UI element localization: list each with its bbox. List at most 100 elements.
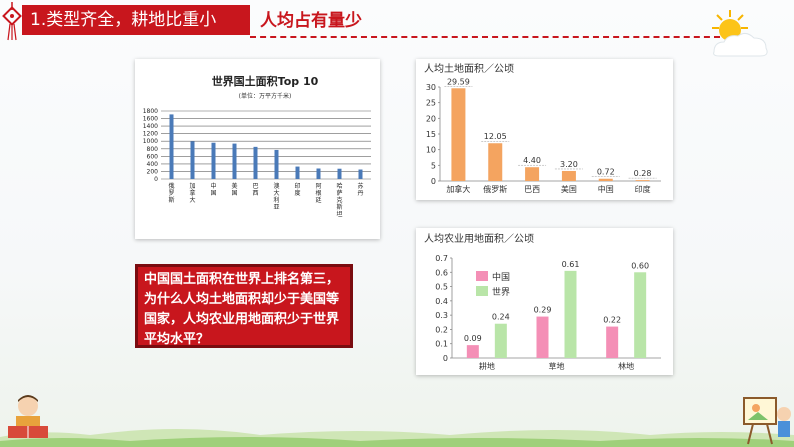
- bar: [337, 168, 342, 179]
- y-tick-label: 0: [154, 176, 158, 183]
- x-tick-label: 巴西: [524, 185, 540, 194]
- y-tick-label: 0.4: [435, 297, 448, 306]
- x-tick-label: 印度: [635, 184, 651, 194]
- data-label: 4.40: [523, 156, 541, 165]
- legend-swatch-china: [476, 271, 488, 281]
- bar: [295, 166, 300, 179]
- question-line: 为什么人均土地面积却少于美国等: [144, 292, 340, 307]
- y-tick-label: 0.2: [435, 325, 448, 334]
- bar: [358, 169, 363, 179]
- x-tick-label: 俄罗斯: [168, 182, 174, 204]
- bar: [232, 143, 237, 179]
- easel-painter-icon: [743, 397, 791, 445]
- title-divider: [250, 36, 720, 38]
- chart-title: 人均农业用地面积／公顷: [424, 232, 534, 245]
- section-subtitle: 人均占有量少: [260, 11, 362, 31]
- bar: [211, 142, 216, 179]
- chart-title: 世界国土面积Top 10: [212, 74, 319, 88]
- bar: [451, 88, 466, 181]
- chart-world-area: 世界国土面积Top 10 (单位：万平方千米) 0200400600800100…: [143, 74, 371, 218]
- x-tick-label: 印度: [294, 183, 300, 197]
- bar: [466, 345, 479, 358]
- data-label: 0.29: [534, 306, 552, 315]
- bar: [536, 316, 549, 358]
- bar: [634, 272, 647, 358]
- y-tick-label: 0.6: [435, 268, 448, 277]
- data-label: 0.28: [634, 169, 652, 178]
- y-tick-label: 200: [147, 168, 159, 175]
- data-label: 0.22: [603, 316, 621, 325]
- bar: [564, 270, 577, 358]
- x-tick-label: 中国: [210, 182, 216, 197]
- x-tick-label: 中国: [598, 184, 614, 194]
- y-tick-label: 1200: [143, 131, 158, 138]
- bar: [274, 149, 279, 179]
- y-tick-label: 0: [443, 354, 448, 363]
- bar: [316, 168, 321, 179]
- legend-label-china: 中国: [492, 271, 510, 283]
- child-reading-icon: [8, 395, 48, 438]
- sun-cloud-icon: [712, 10, 768, 57]
- chart-title: 人均土地面积／公顷: [424, 62, 514, 75]
- data-label: 0.24: [492, 313, 510, 322]
- chart-per-capita-land: 人均土地面积／公顷 0 5 10 15 20 25 30 29.59 加拿大 12.05 俄罗斯 4…: [424, 62, 661, 194]
- x-tick-label: 苏丹: [357, 182, 363, 197]
- grass-decoration: [0, 429, 794, 447]
- bar: [253, 146, 258, 179]
- x-tick-label: 巴西: [252, 183, 258, 197]
- y-tick-label: 1800: [143, 108, 158, 115]
- y-tick-label: 1400: [143, 123, 158, 130]
- data-label: 12.05: [484, 132, 507, 141]
- y-tick-label: 0.1: [435, 340, 448, 349]
- bar: [494, 323, 507, 358]
- x-tick-label: 耕地: [479, 361, 495, 371]
- x-tick-label: 草地: [549, 361, 565, 371]
- data-label: 0.60: [631, 261, 649, 270]
- data-label: 3.20: [560, 160, 578, 169]
- data-label: 29.59: [447, 77, 470, 86]
- y-tick-label: 0.3: [435, 311, 448, 320]
- legend-swatch-world: [476, 286, 488, 296]
- chart-panel-per-capita-land: 人均土地面积／公顷 0 5 10 15 20 25 30 29.59 加拿大 12.05 俄罗斯 4…: [416, 59, 673, 200]
- x-tick-label: 澳大利亚: [273, 182, 279, 211]
- chart-panel-world-area: 世界国土面积Top 10 (单位：万平方千米) 0 200 400 600 800 100…: [135, 59, 380, 239]
- y-tick-label: 25: [426, 99, 436, 108]
- legend-label-world: 世界: [492, 286, 510, 298]
- y-tick-label: 15: [426, 130, 436, 139]
- x-tick-label: 美国: [231, 182, 237, 197]
- bar: [488, 143, 503, 181]
- question-line: 国家，人均农业用地面积少于世界: [144, 312, 340, 327]
- y-tick-label: 0: [431, 177, 436, 186]
- y-tick-label: 5: [431, 161, 436, 170]
- bar: [525, 167, 540, 181]
- x-tick-label: 阿根廷: [315, 182, 321, 204]
- data-label: 0.61: [562, 260, 580, 269]
- y-tick-label: 0.5: [435, 283, 448, 292]
- y-tick-label: 600: [147, 153, 159, 160]
- question-box: 中国国土面积在世界上排名第三， 为什么人均土地面积却少于美国等 国家，人均农业用…: [135, 264, 353, 348]
- chart-agri-land: 人均农业用地面积／公顷 0 0.1 0.2 0.3 0.4 0.5 0.6 0.7 0.09 0…: [424, 232, 661, 371]
- chinese-knot-icon: [2, 2, 22, 41]
- y-tick-label: 400: [147, 161, 159, 168]
- data-label: 0.09: [464, 334, 482, 343]
- bar: [635, 180, 650, 181]
- data-label: 0.72: [597, 168, 615, 177]
- x-tick-label: 俄罗斯: [483, 184, 507, 194]
- question-line: 平均水平？: [144, 332, 210, 347]
- x-tick-label: 哈萨克斯坦: [336, 182, 342, 218]
- y-tick-label: 1600: [143, 116, 158, 123]
- bar: [598, 178, 613, 181]
- y-tick-label: 1000: [143, 138, 158, 145]
- section-title: 1.类型齐全，耕地比重小: [22, 5, 250, 35]
- bar: [190, 141, 195, 179]
- x-tick-label: 美国: [561, 184, 577, 194]
- chart-panel-agri-land: 人均农业用地面积／公顷 0 0.1 0.2 0.3 0.4 0.5 0.6 0.7 0.09 0…: [416, 228, 673, 375]
- bar: [606, 326, 619, 358]
- y-tick-label: 800: [147, 146, 159, 153]
- x-tick-label: 加拿大: [446, 184, 470, 194]
- y-tick-label: 30: [426, 83, 436, 92]
- x-tick-label: 林地: [618, 361, 634, 371]
- y-tick-label: 20: [426, 114, 436, 123]
- question-line: 中国国土面积在世界上排名第三，: [144, 272, 340, 287]
